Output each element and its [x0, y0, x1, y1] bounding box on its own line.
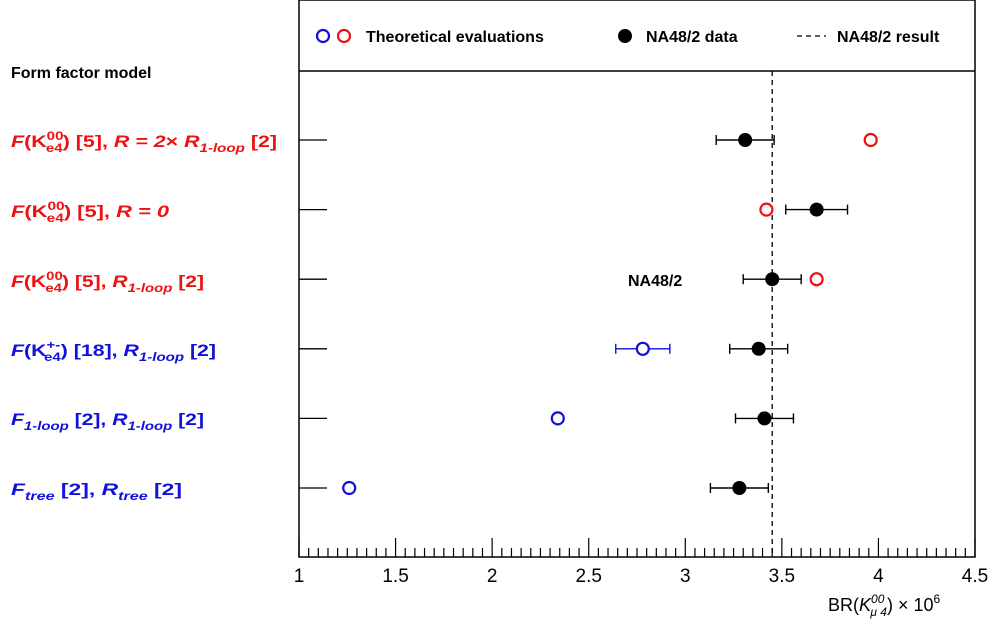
- model-header: Form factor model: [11, 65, 151, 82]
- legend: Theoretical evaluations NA48/2 data NA48…: [315, 28, 940, 46]
- x-tick-label: 1: [294, 566, 305, 587]
- theory-point: [809, 272, 824, 287]
- data-point: [765, 272, 780, 287]
- legend-data-marker: [618, 29, 632, 43]
- x-axis-label: BR(K00 μ 4) × 106: [828, 592, 941, 619]
- na48-annotation: NA48/2: [628, 273, 682, 290]
- model-label-5: F 1-loop [2], R 1-loop [2]: [11, 410, 204, 433]
- theory-point: [759, 202, 774, 217]
- theory-point: [863, 132, 878, 148]
- data-point: [809, 202, 824, 217]
- y-ticks: [299, 139, 327, 489]
- data-point: [732, 481, 747, 495]
- x-axis: 1 1.5 2 2.5 3 3.5 4 4.5: [294, 538, 988, 587]
- model-label-1: F (K 00 e4) [5], R = 2 × R 1-loop [2]: [11, 129, 277, 155]
- legend-theory-label: Theoretical evaluations: [366, 29, 544, 46]
- y-labels: F (K 00 e4) [5], R = 2 × R 1-loop [2] F (K 00 e4…: [11, 129, 277, 503]
- x-tick-label: 3.5: [769, 566, 795, 587]
- data-point: [751, 341, 766, 356]
- model-label-3: F (K 00 e4) [5], R 1-loop [2]: [11, 269, 204, 295]
- legend-theory-blue-marker: [315, 28, 331, 44]
- x-tick-label: 2: [487, 566, 498, 587]
- x-tick-label: 2.5: [576, 566, 602, 587]
- x-tick-label: 4.5: [962, 566, 988, 587]
- legend-theory-red-marker: [336, 28, 352, 44]
- theory-point: [635, 341, 650, 356]
- model-label-4: F (K +-e4) [18], R 1-loop [2]: [11, 338, 216, 364]
- data-point: [757, 411, 772, 426]
- x-tick-label: 4: [873, 566, 884, 587]
- data-point: [738, 133, 753, 147]
- theory-point: [550, 411, 565, 426]
- theory-point: [342, 480, 357, 496]
- legend-data-label: NA48/2 data: [646, 29, 738, 46]
- x-tick-label: 1.5: [382, 566, 408, 587]
- legend-result-label: NA48/2 result: [837, 29, 940, 46]
- x-tick-label: 3: [680, 566, 691, 587]
- data-layer: [342, 132, 878, 496]
- model-label-2: F (K 00 e4) [5], R = 0: [11, 199, 170, 225]
